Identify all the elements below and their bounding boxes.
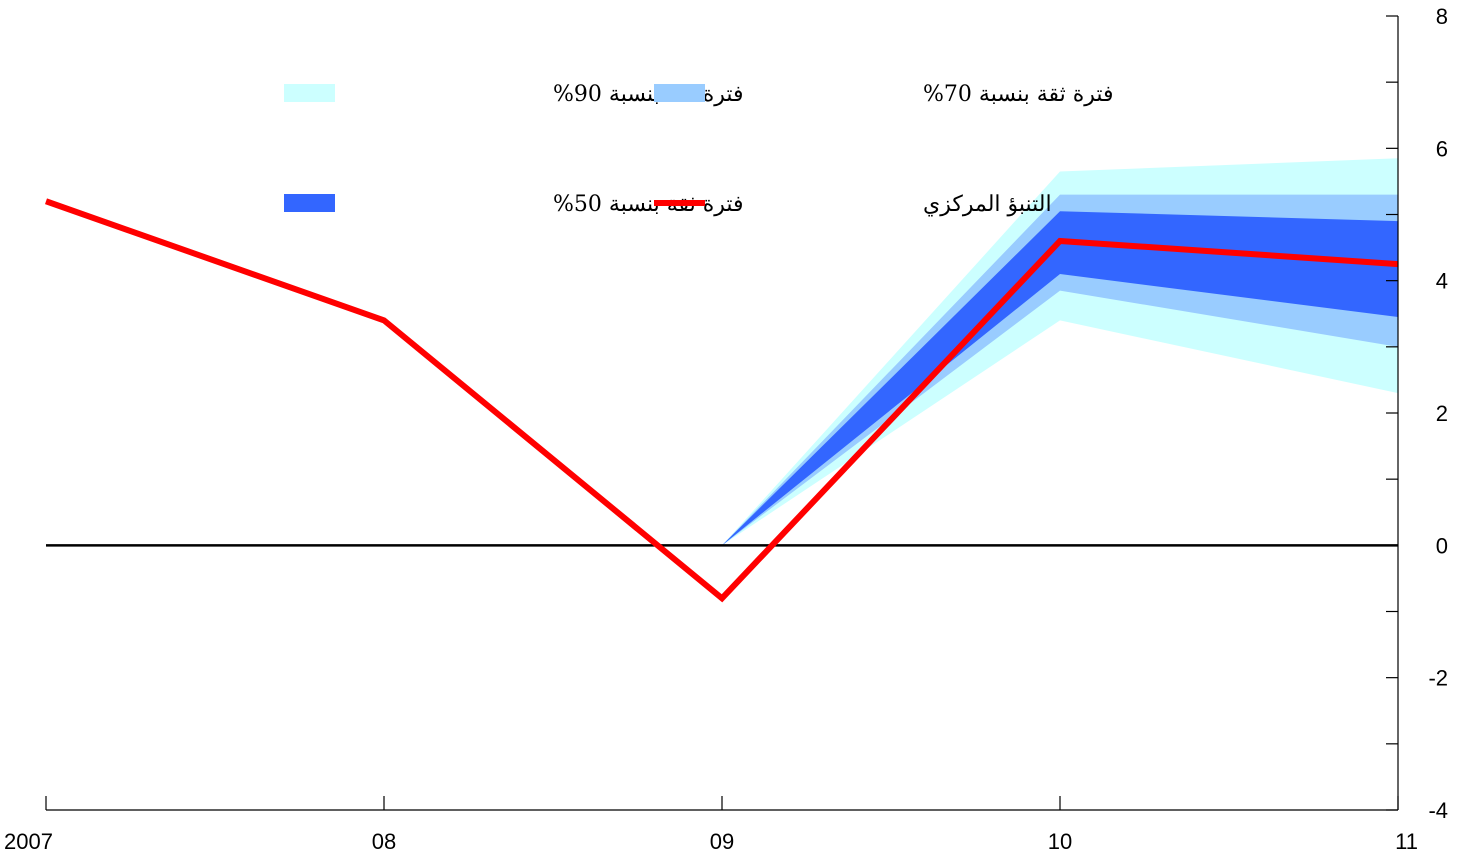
x-tick-label-2: 09 [710, 829, 734, 854]
y-tick-label-0: -4 [1428, 798, 1448, 823]
y-tick-label-1: -2 [1428, 666, 1448, 691]
y-tick-label-3: 2 [1436, 401, 1448, 426]
legend: فترة ثقة بنسبة 90% فترة ثقة بنسبة 70% فترة… [284, 82, 1114, 217]
x-tick-label-4: 11 [1395, 829, 1418, 854]
y-tick-label-4: 4 [1436, 269, 1448, 294]
legend-line-swatch-3 [654, 200, 705, 206]
legend-swatch-2 [284, 194, 335, 212]
y-tick-label-5: 6 [1436, 136, 1448, 161]
x-tick-label-3: 10 [1048, 829, 1072, 854]
y-tick-label-2: 0 [1436, 533, 1448, 558]
band-2 [722, 211, 1398, 546]
legend-label-0: فترة ثقة بنسبة 90% [553, 82, 744, 107]
axes: 2007 08 09 10 11 -4 -2 0 2 4 6 8 [4, 4, 1448, 854]
legend-label-1: فترة ثقة بنسبة 70% [923, 82, 1114, 107]
x-tick-label-1: 08 [372, 829, 396, 854]
y-tick-label-6: 8 [1436, 4, 1448, 29]
legend-swatch-1 [654, 84, 705, 102]
legend-label-3: التنبؤ المركزي [923, 192, 1052, 217]
x-tick-label-0: 2007 [4, 829, 53, 854]
legend-label-2: فترة ثقة بنسبة 50% [553, 192, 744, 217]
legend-swatch-0 [284, 84, 335, 102]
